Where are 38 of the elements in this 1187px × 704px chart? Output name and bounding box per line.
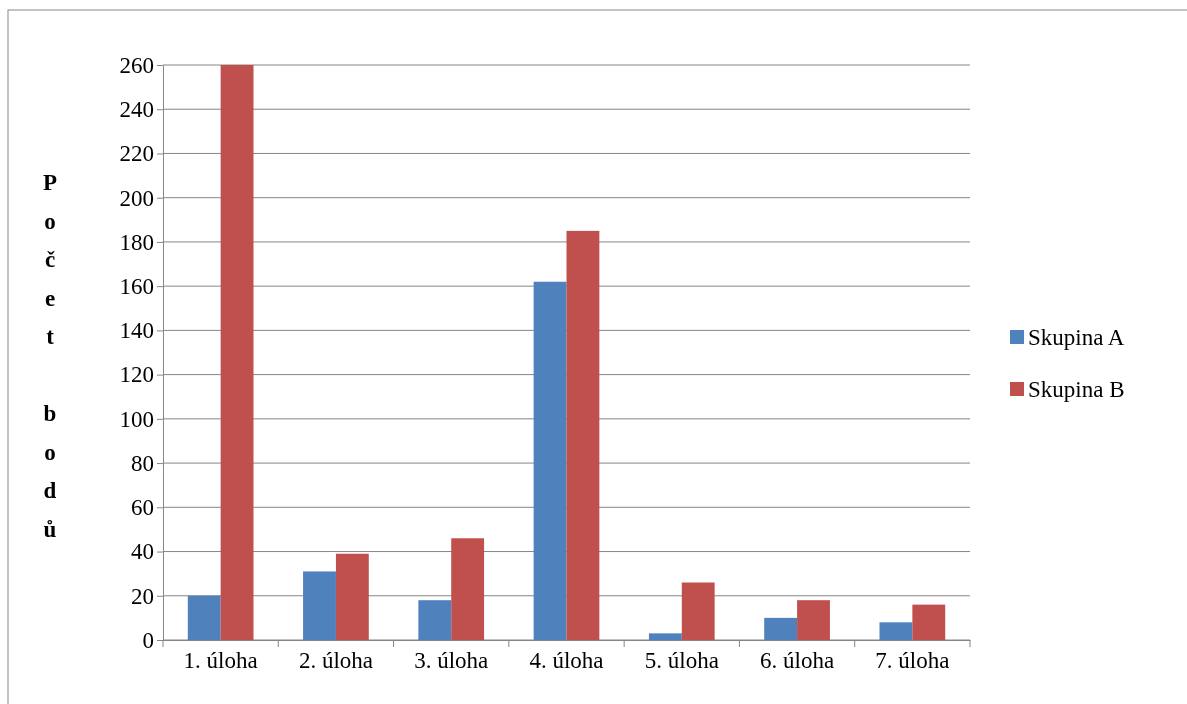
bar: [303, 571, 336, 640]
y-tick-label: 160: [119, 274, 154, 300]
bar: [220, 65, 254, 640]
bar: [797, 600, 830, 640]
legend-label: Skupina A: [1028, 325, 1125, 350]
bar: [451, 538, 485, 640]
y-tick-label: 240: [119, 97, 154, 123]
y-tick-label: 180: [119, 229, 154, 255]
y-tick-label: 120: [119, 362, 154, 388]
bar: [912, 604, 946, 640]
y-tick-label: 100: [119, 406, 154, 432]
x-tick-label: 6. úloha: [760, 648, 835, 674]
x-tick-label: 3. úloha: [414, 648, 489, 674]
x-tick-label: 4. úloha: [529, 648, 604, 674]
bar: [187, 595, 221, 640]
y-tick-label: 60: [131, 495, 154, 521]
legend-label: Skupina B: [1028, 377, 1125, 402]
x-tick-label: 1. úloha: [183, 648, 258, 674]
bar: [681, 582, 715, 640]
bar: [533, 281, 567, 640]
y-tick-label: 20: [131, 583, 154, 609]
x-tick-label: 5. úloha: [644, 648, 719, 674]
bar: [648, 633, 682, 640]
y-tick-label: 260: [119, 52, 154, 78]
y-tick-label: 200: [119, 185, 154, 211]
bar: [879, 622, 913, 640]
y-tick-label: 140: [119, 318, 154, 344]
bar: [418, 600, 452, 640]
y-tick-label: 40: [131, 539, 154, 565]
x-tick-label: 7. úloha: [875, 648, 950, 674]
bar: [764, 617, 798, 640]
y-tick-label: 220: [119, 141, 154, 167]
y-tick-label: 0: [142, 627, 154, 653]
y-tick-label: 80: [131, 450, 154, 476]
bar: [335, 553, 369, 640]
bar: [566, 230, 600, 640]
x-tick-label: 2. úloha: [298, 648, 373, 674]
text: Počet bodů: [42, 170, 58, 542]
